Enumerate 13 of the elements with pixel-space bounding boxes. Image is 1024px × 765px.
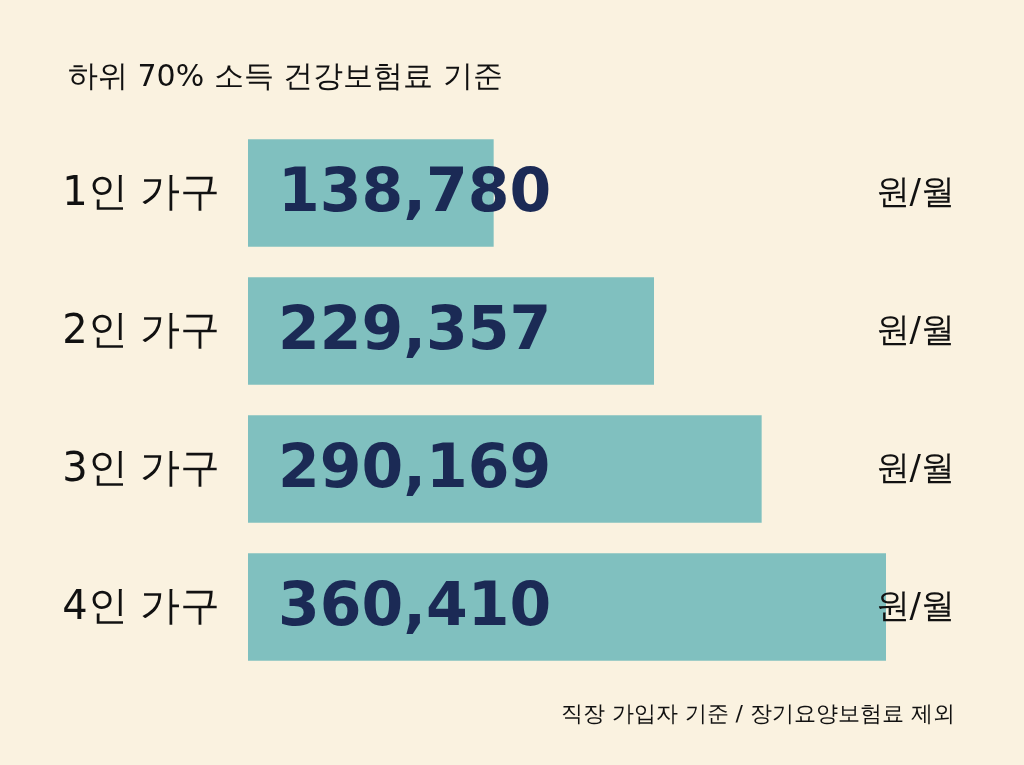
annotation: 원/월 bbox=[875, 171, 955, 211]
y-tick-label: 3인 가구 bbox=[62, 444, 221, 490]
data-label: 290,169 bbox=[278, 431, 552, 501]
y-tick-label: 4인 가구 bbox=[62, 582, 221, 628]
data-label: 360,410 bbox=[278, 569, 552, 639]
data-label: 229,357 bbox=[278, 293, 552, 363]
y-tick-label: 1인 가구 bbox=[62, 168, 221, 214]
y-tick-label: 2인 가구 bbox=[62, 306, 221, 352]
chart-title: 하위 70% 소득 건강보험료 기준 bbox=[68, 58, 503, 93]
annotation: 원/월 bbox=[875, 585, 955, 625]
text: 직장 가입자 기준 / 장기요양보험료 제외 bbox=[560, 701, 955, 726]
annotation: 원/월 bbox=[875, 447, 955, 487]
annotation: 원/월 bbox=[875, 309, 955, 349]
